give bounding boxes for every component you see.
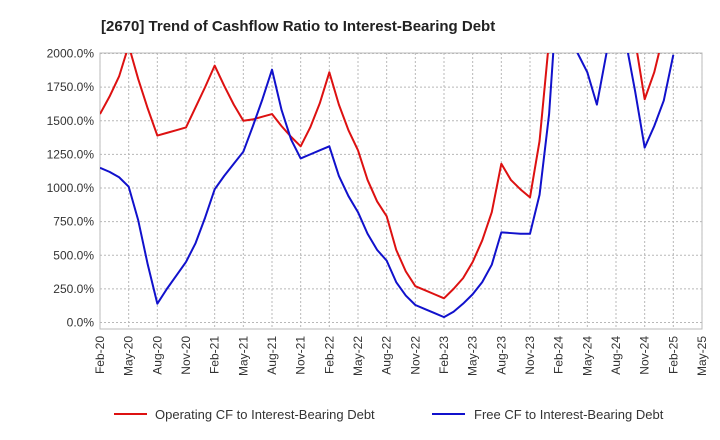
- legend-label-2: Free CF to Interest-Bearing Debt: [474, 407, 664, 422]
- legend: Operating CF to Interest-Bearing Debt Fre…: [114, 407, 664, 422]
- x-tick-label: May-25: [695, 336, 709, 376]
- x-tick-label: Nov-20: [179, 336, 193, 375]
- x-tick-label: Nov-24: [638, 336, 652, 375]
- x-tick-label: Nov-21: [294, 336, 308, 375]
- chart-title: [2670] Trend of Cashflow Ratio to Intere…: [101, 18, 495, 35]
- x-tick-label: Aug-21: [265, 336, 279, 375]
- x-tick-label: May-24: [580, 336, 594, 376]
- y-tick-label: 1250.0%: [47, 147, 95, 161]
- series-line-2: [100, 53, 675, 319]
- x-tick-label: May-23: [466, 336, 480, 376]
- grid: [99, 53, 703, 329]
- x-tick-label: Feb-21: [208, 336, 222, 374]
- x-tick-label: Feb-22: [322, 336, 336, 374]
- x-tick-label: Aug-22: [380, 336, 394, 375]
- x-tick-label: Nov-22: [408, 336, 422, 375]
- x-tick-label: May-22: [351, 336, 365, 376]
- y-axis: 0.0% 250.0% 500.0% 750.0% 1000.0% 1250.0% 1500…: [47, 47, 95, 330]
- y-tick-label: 250.0%: [53, 282, 94, 296]
- x-tick-label: Feb-20: [93, 336, 107, 374]
- y-tick-label: 1750.0%: [47, 80, 95, 94]
- x-tick-label: May-21: [236, 336, 250, 376]
- series-line-1: [100, 53, 660, 300]
- x-tick-label: Aug-20: [150, 336, 164, 375]
- series-lines: [100, 53, 675, 319]
- x-tick-label: Feb-23: [437, 336, 451, 374]
- y-tick-label: 2000.0%: [47, 47, 95, 61]
- x-tick-label: Aug-24: [609, 336, 623, 375]
- x-tick-label: Feb-25: [666, 336, 680, 374]
- y-tick-label: 500.0%: [53, 248, 94, 262]
- y-tick-label: 1000.0%: [47, 181, 95, 195]
- x-tick-label: Aug-23: [494, 336, 508, 375]
- y-tick-label: 1500.0%: [47, 114, 95, 128]
- legend-label-1: Operating CF to Interest-Bearing Debt: [155, 407, 375, 422]
- x-tick-label: Nov-23: [523, 336, 537, 375]
- x-axis: Feb-20 May-20 Aug-20 Nov-20 Feb-21 May-21 Aug-…: [93, 336, 709, 376]
- x-tick-label: May-20: [122, 336, 136, 376]
- y-tick-label: 750.0%: [53, 215, 94, 229]
- x-tick-label: Feb-24: [552, 336, 566, 374]
- y-tick-label: 0.0%: [67, 316, 95, 330]
